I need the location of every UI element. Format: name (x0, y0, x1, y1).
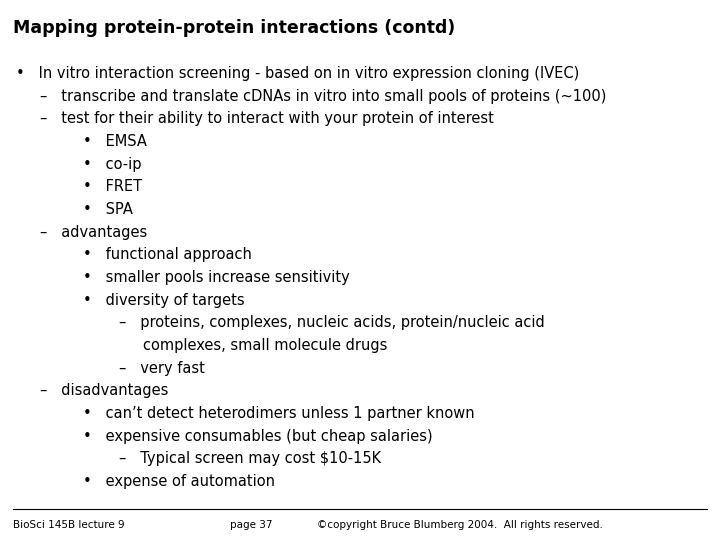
Text: •   co-ip: • co-ip (83, 157, 141, 172)
Text: page 37: page 37 (230, 520, 273, 530)
Text: •   can’t detect heterodimers unless 1 partner known: • can’t detect heterodimers unless 1 par… (83, 406, 474, 421)
Text: •   In vitro interaction screening - based on in vitro expression cloning (IVEC): • In vitro interaction screening - based… (16, 66, 579, 81)
Text: •   EMSA: • EMSA (83, 134, 147, 149)
Text: •   SPA: • SPA (83, 202, 132, 217)
Text: •   expensive consumables (but cheap salaries): • expensive consumables (but cheap salar… (83, 429, 433, 444)
Text: complexes, small molecule drugs: complexes, small molecule drugs (143, 338, 387, 353)
Text: –   very fast: – very fast (119, 361, 204, 376)
Text: –   disadvantages: – disadvantages (40, 383, 168, 399)
Text: –   test for their ability to interact with your protein of interest: – test for their ability to interact wit… (40, 111, 493, 126)
Text: –   advantages: – advantages (40, 225, 147, 240)
Text: •   functional approach: • functional approach (83, 247, 252, 262)
Text: •   FRET: • FRET (83, 179, 142, 194)
Text: –   transcribe and translate cDNAs in vitro into small pools of proteins (~100): – transcribe and translate cDNAs in vitr… (40, 89, 606, 104)
Text: ©copyright Bruce Blumberg 2004.  All rights reserved.: ©copyright Bruce Blumberg 2004. All righ… (317, 520, 603, 530)
Text: BioSci 145B lecture 9: BioSci 145B lecture 9 (13, 520, 125, 530)
Text: •   expense of automation: • expense of automation (83, 474, 275, 489)
Text: •   diversity of targets: • diversity of targets (83, 293, 244, 308)
Text: –   proteins, complexes, nucleic acids, protein/nucleic acid: – proteins, complexes, nucleic acids, pr… (119, 315, 544, 330)
Text: •   smaller pools increase sensitivity: • smaller pools increase sensitivity (83, 270, 349, 285)
Text: –   Typical screen may cost $10-15K: – Typical screen may cost $10-15K (119, 451, 381, 467)
Text: Mapping protein-protein interactions (contd): Mapping protein-protein interactions (co… (13, 19, 455, 37)
